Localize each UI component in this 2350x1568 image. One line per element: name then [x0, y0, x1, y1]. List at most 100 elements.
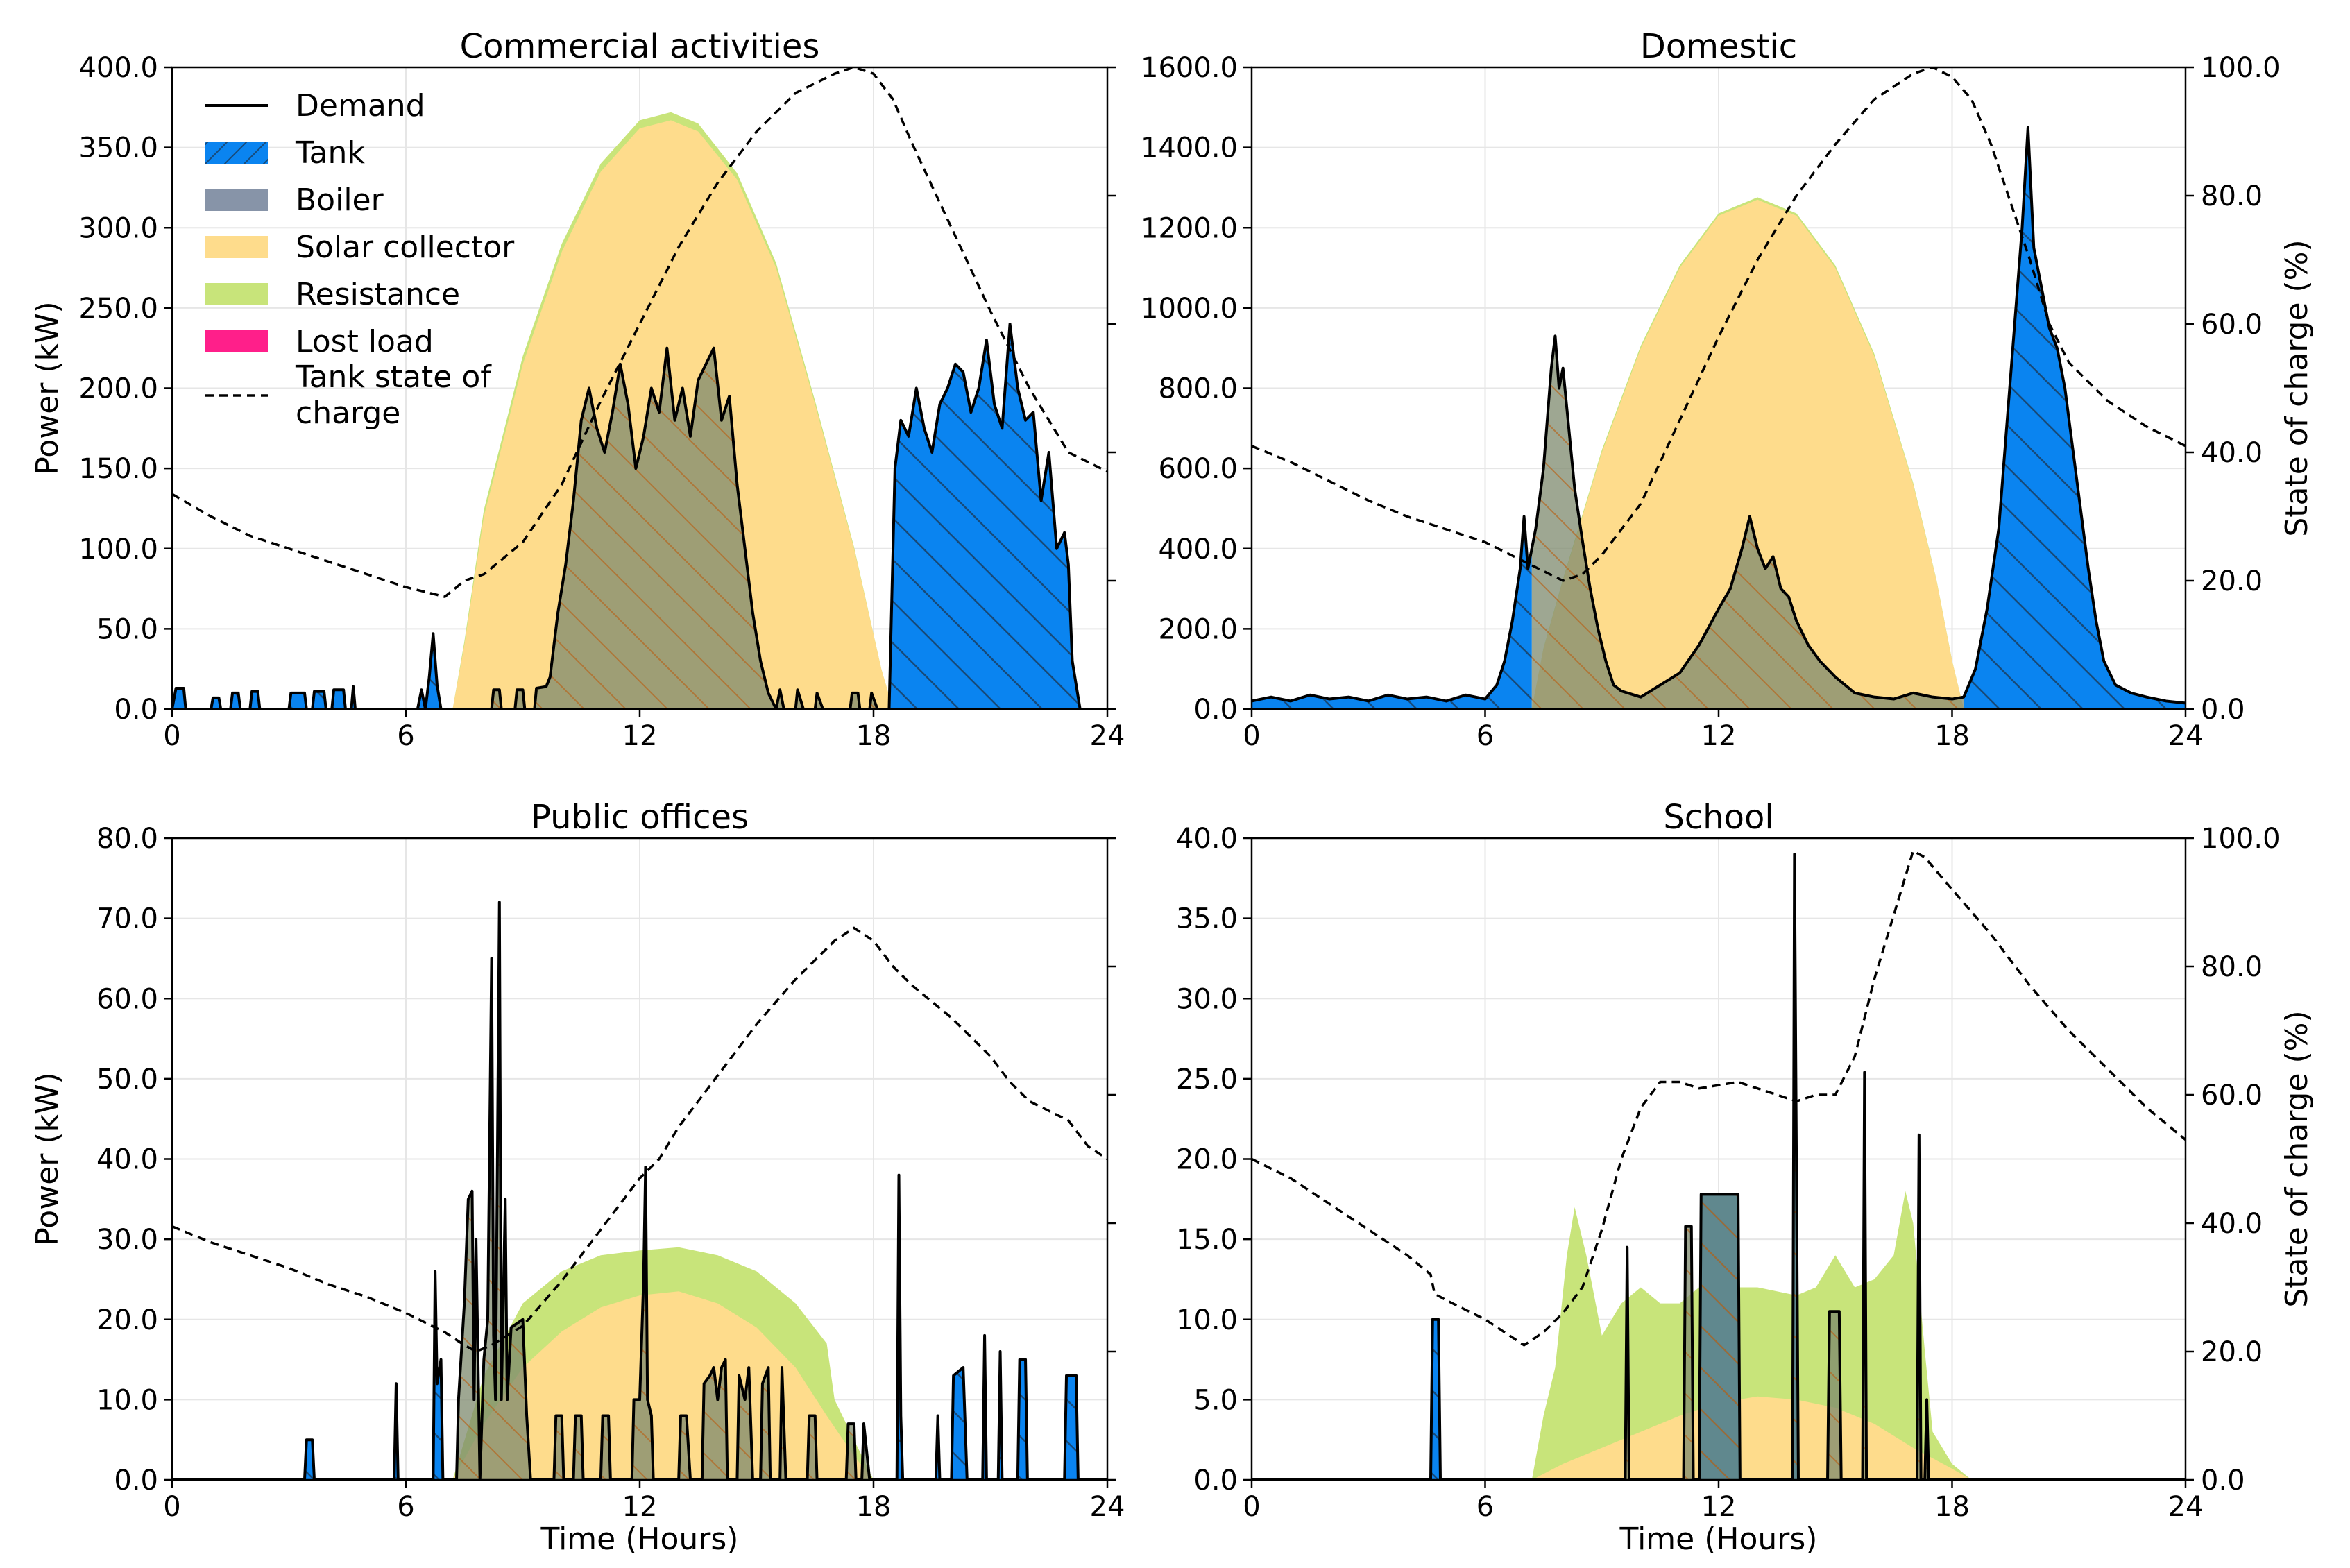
legend-key-resistance	[205, 283, 268, 305]
legend-label: Tank state of	[295, 359, 492, 395]
x-tick-label: 24	[2168, 720, 2204, 752]
y-tick-label: 30.0	[1176, 983, 1238, 1015]
legend-label: charge	[296, 395, 400, 431]
tank-state-of-charge-line	[1252, 849, 2186, 1347]
tank-area	[332, 690, 346, 709]
legend-label: Tank	[295, 135, 365, 171]
y-tick-label: 50.0	[96, 613, 158, 645]
y-tick-label: 800.0	[1158, 373, 1238, 405]
y-tick-label: 20.0	[96, 1304, 158, 1336]
y-tick-label: 300.0	[78, 212, 158, 244]
legend-label: Lost load	[296, 324, 434, 359]
y-tick-label: 600.0	[1158, 453, 1238, 485]
x-tick-label: 0	[1243, 720, 1260, 752]
y-tick-label: 100.0	[78, 534, 158, 565]
tank-area	[312, 691, 326, 709]
x-tick-label: 24	[2168, 1491, 2204, 1523]
y-tick-label: 0.0	[114, 694, 158, 726]
boiler-hatch	[452, 348, 889, 709]
tank-area	[289, 692, 307, 709]
panels: 0 6 12 18 240.050.0100.0150.0200.0250.0300.0…	[30, 27, 2315, 1557]
x-tick-label: 0	[163, 720, 180, 752]
panel-2: 0 6 12 18 24 0.0 10.0 20.0 30.0 40.0 50.0 60.0 70.0 8…	[30, 798, 1125, 1557]
y-axis-label: Power (kW)	[30, 1072, 65, 1245]
y-tick-label: 200.0	[1158, 613, 1238, 645]
y-tick-label: 10.0	[96, 1384, 158, 1416]
plot-area	[1252, 849, 2186, 1480]
y2-tick-label: 100.0	[2201, 823, 2281, 855]
y2-tick-label: 0.0	[2201, 1465, 2245, 1497]
x-tick-label: 6	[1476, 1491, 1494, 1523]
y-tick-label: 40.0	[1176, 823, 1238, 855]
y-tick-label: 5.0	[1193, 1384, 1238, 1416]
y-tick-label: 40.0	[96, 1144, 158, 1176]
x-tick-label: 24	[1090, 1491, 1125, 1523]
x-tick-label: 24	[1090, 720, 1125, 752]
y-tick-label: 1600.0	[1141, 52, 1238, 84]
y2-tick-label: 0.0	[2201, 694, 2245, 726]
y-tick-label: 350.0	[78, 133, 158, 164]
x-tick-label: 0	[1243, 1491, 1260, 1523]
tank-state-of-charge-line	[172, 67, 1107, 599]
y-tick-label: 25.0	[1176, 1064, 1238, 1096]
tank-area	[1252, 516, 1532, 709]
plot-area	[172, 67, 1107, 709]
legend-label: Demand	[296, 88, 425, 123]
legend: Demand Tank Boiler Solar collector Resistanc…	[205, 88, 515, 431]
x-tick-label: 18	[1934, 720, 1970, 752]
y-tick-label: 30.0	[96, 1224, 158, 1256]
x-tick-label: 18	[856, 1491, 892, 1523]
legend-label: Solar collector	[296, 230, 515, 265]
y2-tick-label: 20.0	[2201, 565, 2263, 597]
x-tick-label: 12	[1701, 1491, 1737, 1523]
x-tick-label: 18	[1934, 1491, 1970, 1523]
y2-axis-label: State of charge (%)	[2279, 1010, 2315, 1307]
y-tick-label: 10.0	[1176, 1304, 1238, 1336]
panel-0: 0 6 12 18 24 0.0 50.0 100.0 150.0 200.0 250.0 300.0…	[30, 27, 1125, 752]
y-tick-label: 250.0	[78, 293, 158, 325]
x-tick-label: 6	[397, 1491, 414, 1523]
y-tick-label: 0.0	[1193, 1465, 1238, 1497]
panel-title: Commercial activities	[460, 27, 820, 66]
y-tick-label: 60.0	[96, 983, 158, 1015]
y-axis-label: Power (kW)	[30, 301, 65, 475]
y2-tick-label: 60.0	[2201, 309, 2263, 341]
legend-label: Boiler	[296, 182, 384, 218]
y2-tick-label: 80.0	[2201, 180, 2263, 212]
panel-title: Domestic	[1640, 27, 1797, 66]
x-axis-label: Time (Hours)	[1619, 1522, 1818, 1557]
tank-area	[889, 324, 1107, 709]
panel-title: School	[1663, 798, 1773, 837]
tank-state-of-charge-line	[172, 926, 1107, 1353]
panel-3: 0 6 12 18 240.05.010.015.020.025.030.035.040…	[1176, 798, 2315, 1557]
x-axis-label: Time (Hours)	[540, 1522, 739, 1557]
x-tick-label: 18	[856, 720, 892, 752]
y-tick-label: 15.0	[1176, 1224, 1238, 1256]
panel-1: 0 6 12 18 240.0200.0400.0600.0800.01000.0120…	[1141, 27, 2315, 752]
boiler-hatch	[1531, 336, 1964, 709]
y2-tick-label: 40.0	[2201, 1208, 2263, 1240]
y-tick-label: 70.0	[96, 903, 158, 935]
legend-key-solar-collector	[205, 236, 268, 258]
y2-tick-label: 100.0	[2201, 52, 2281, 84]
y-tick-label: 400.0	[78, 52, 158, 84]
y-tick-label: 0.0	[1193, 694, 1238, 726]
y-tick-label: 150.0	[78, 453, 158, 485]
x-tick-label: 6	[397, 720, 414, 752]
y-tick-label: 1400.0	[1141, 133, 1238, 164]
x-tick-label: 0	[163, 1491, 180, 1523]
y2-tick-label: 40.0	[2201, 437, 2263, 469]
demand-line	[172, 901, 1107, 1480]
y2-axis-label: State of charge (%)	[2279, 239, 2315, 536]
y-tick-label: 35.0	[1176, 903, 1238, 935]
boiler-hatch	[452, 902, 874, 1480]
y2-tick-label: 20.0	[2201, 1336, 2263, 1368]
y-tick-label: 50.0	[96, 1064, 158, 1096]
x-tick-label: 12	[622, 720, 658, 752]
legend-label: Resistance	[296, 277, 460, 312]
demand-line	[172, 323, 1107, 709]
x-tick-label: 12	[1701, 720, 1737, 752]
y-tick-label: 400.0	[1158, 534, 1238, 565]
